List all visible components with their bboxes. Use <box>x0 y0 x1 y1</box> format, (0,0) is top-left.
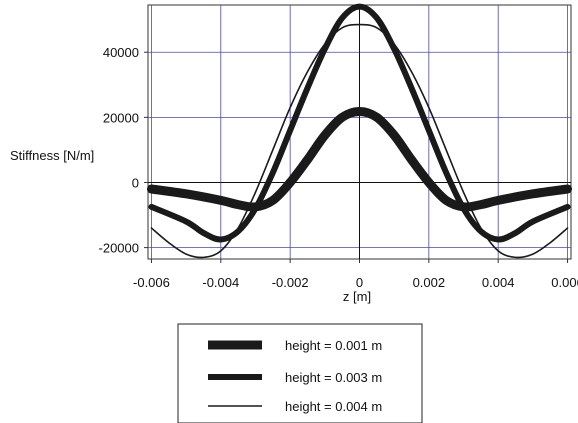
legend-label-3: height = 0.004 m <box>285 399 382 414</box>
y-tick-label: -20000 <box>99 241 139 256</box>
x-tick-label: 0 <box>356 275 363 290</box>
legend-label-2: height = 0.003 m <box>285 370 382 385</box>
legend-label-1: height = 0.001 m <box>285 338 382 353</box>
x-axis-label: z [m] <box>343 289 371 304</box>
y-tick-labels: -20000 0 20000 40000 <box>99 45 148 256</box>
y-tick-label: 20000 <box>103 110 139 125</box>
x-tick-label: -0.006 <box>133 275 170 290</box>
x-tick-label: -0.002 <box>272 275 309 290</box>
x-tick-labels: -0.006 -0.004 -0.002 0 0.002 0.004 0.006 <box>133 259 578 290</box>
y-axis-label: Stiffness [N/m] <box>10 148 94 163</box>
x-tick-label: 0.002 <box>413 275 446 290</box>
x-tick-label: 0.006 <box>551 275 578 290</box>
series-line-3 <box>150 23 569 259</box>
legend: height = 0.001 m height = 0.003 m height =… <box>177 323 423 423</box>
x-tick-label: -0.004 <box>202 275 239 290</box>
y-tick-label: 0 <box>132 175 139 190</box>
series-line-1 <box>146 106 573 212</box>
y-tick-label: 40000 <box>103 45 139 60</box>
x-tick-label: 0.004 <box>482 275 515 290</box>
series-layer <box>146 3 573 259</box>
zero-axes <box>148 5 571 259</box>
